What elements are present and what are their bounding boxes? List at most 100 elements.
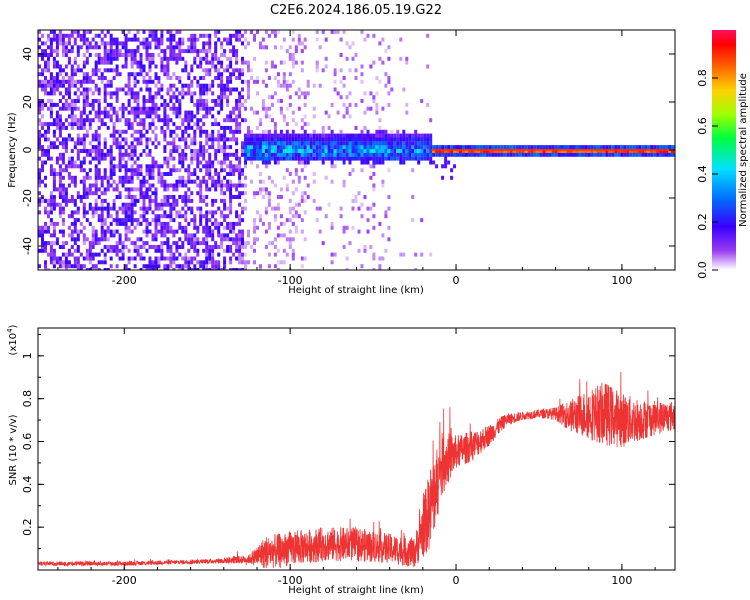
heatmap-cell [238,195,241,199]
heatmap-cell [325,134,328,138]
heatmap-cell [134,130,137,134]
heatmap-cell [175,168,178,172]
heatmap-cell [438,153,441,157]
heatmap-cell [62,161,65,165]
heatmap-cell [175,203,178,207]
heatmap-cell [277,145,280,149]
heatmap-cell [181,137,184,141]
heatmap-cell [241,257,244,261]
heatmap-cell [292,249,295,253]
heatmap-cell [214,41,217,45]
heatmap-cell [253,137,256,141]
heatmap-cell [355,103,358,107]
heatmap-cell [86,103,89,107]
heatmap-cell [110,164,113,168]
heatmap-cell [122,114,125,118]
heatmap-cell [361,153,364,157]
heatmap-cell [107,230,110,234]
heatmap-cell [71,111,74,115]
heatmap-cell [226,126,229,130]
heatmap-cell [384,157,387,161]
heatmap-cell [223,157,226,161]
heatmap-cell [202,45,205,49]
heatmap-cell [668,145,671,149]
heatmap-cell [119,207,122,211]
heatmap-cell [477,153,480,157]
heatmap-cell [408,134,411,138]
heatmap-cell [65,118,68,122]
heatmap-cell [181,184,184,188]
heatmap-cell [50,76,53,80]
heatmap-cell [65,241,68,245]
heatmap-cell [211,65,214,69]
heatmap-cell [77,141,80,145]
heatmap-cell [160,245,163,249]
heatmap-cell [196,84,199,88]
heatmap-cell [56,76,59,80]
heatmap-cell [47,199,50,203]
heatmap-cell [71,157,74,161]
heatmap-cell [122,111,125,115]
heatmap-cell [304,38,307,42]
heatmap-cell [250,137,253,141]
heatmap-cell [450,145,453,149]
heatmap-cell [101,61,104,65]
heatmap-cell [86,237,89,241]
heatmap-cell [178,53,181,57]
heatmap-cell [98,157,101,161]
heatmap-cell [163,210,166,214]
heatmap-cell [268,203,271,207]
heatmap-cell [184,141,187,145]
heatmap-cell [125,118,128,122]
heatmap-cell [208,168,211,172]
heatmap-cell [74,249,77,253]
heatmap-cell [274,45,277,49]
heatmap-cell [143,80,146,84]
heatmap-cell [95,88,98,92]
heatmap-cell [134,245,137,249]
heatmap-cell [169,245,172,249]
heatmap-cell [71,68,74,72]
heatmap-cell [381,38,384,42]
heatmap-cell [217,137,220,141]
heatmap-cell [83,80,86,84]
heatmap-cell [384,145,387,149]
heatmap-cell [44,249,47,253]
heatmap-cell [187,249,190,253]
heatmap-cell [217,130,220,134]
heatmap-cell [184,114,187,118]
heatmap-cell [125,176,128,180]
heatmap-cell [271,137,274,141]
heatmap-cell [125,172,128,176]
heatmap-cell [128,191,131,195]
heatmap-cell [235,38,238,42]
heatmap-cell [552,153,555,157]
heatmap-cell [122,65,125,69]
heatmap-cell [59,230,62,234]
heatmap-cell [226,88,229,92]
heatmap-cell [169,134,172,138]
heatmap-cell [214,187,217,191]
heatmap-cell [220,126,223,130]
heatmap-cell [259,41,262,45]
heatmap-cell [107,180,110,184]
heatmap-cell [369,245,372,249]
heatmap-cell [229,168,232,172]
heatmap-cell [396,149,399,153]
heatmap-cell [211,233,214,237]
heatmap-cell [47,57,50,61]
heatmap-cell [68,264,71,268]
heatmap-cell [375,137,378,141]
heatmap-cell [113,180,116,184]
heatmap-cell [143,195,146,199]
heatmap-cell [178,107,181,111]
heatmap-cell [193,245,196,249]
heatmap-cell [181,91,184,95]
heatmap-cell [190,191,193,195]
heatmap-cell [238,257,241,261]
heatmap-cell [265,145,268,149]
heatmap-cell [175,126,178,130]
heatmap-cell [358,137,361,141]
heatmap-cell [143,76,146,80]
heatmap-cell [175,95,178,99]
